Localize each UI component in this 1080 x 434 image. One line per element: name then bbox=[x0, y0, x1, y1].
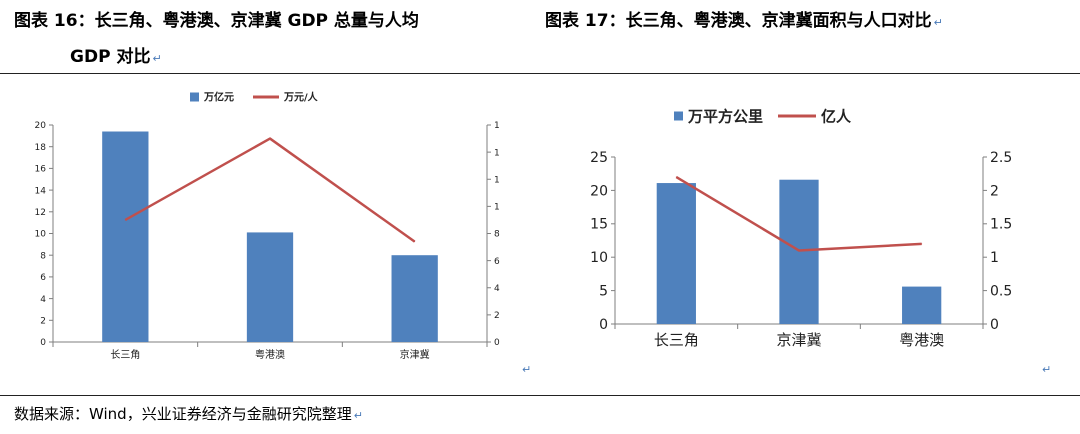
chart16-legend-line-label: 万元/人 bbox=[283, 91, 319, 104]
chart16-y-right-tick-label: 0 bbox=[494, 338, 500, 348]
chart16-title-line2: GDP 对比 ↵ bbox=[70, 45, 162, 71]
return-icon: ↵ bbox=[152, 52, 162, 65]
chart16-line-point bbox=[269, 138, 271, 140]
chart16-y-left-tick-label: 2 bbox=[40, 316, 46, 326]
chart16-y-right-tick-label: 10 bbox=[494, 203, 500, 213]
chart17-bar bbox=[656, 183, 696, 324]
title-divider bbox=[0, 73, 1080, 74]
chart16-y-left-tick-label: 8 bbox=[40, 251, 46, 261]
chart16-bar bbox=[246, 232, 294, 342]
chart17-y-right-tick-label: 2 bbox=[990, 183, 999, 199]
return-icon: ↵ bbox=[522, 363, 532, 376]
chart16-y-left-tick-label: 4 bbox=[40, 295, 46, 305]
chart17-line-point bbox=[921, 243, 923, 245]
chart17-plot: 万平方公里 亿人 0 5 10 15 20 25 0 0.5 1 1.5 2 2.5 长三角 京津冀 粤港澳 bbox=[590, 107, 1012, 349]
chart17-bar bbox=[902, 286, 942, 324]
chart16-legend-bar-swatch bbox=[190, 92, 199, 102]
chart17-y-left-tick-label: 5 bbox=[599, 284, 608, 300]
chart17-y-right-tick-label: 1 bbox=[990, 250, 999, 266]
chart16-line-point bbox=[124, 219, 126, 221]
chart17-y-right-tick-label: 2.5 bbox=[990, 150, 1012, 166]
chart17-title-text: 图表 17：长三角、粤港澳、京津冀面积与人口对比 bbox=[545, 11, 932, 31]
chart16-y-right-tick-label: 4 bbox=[494, 284, 500, 294]
chart16-x-tick-label: 京津冀 bbox=[400, 348, 430, 361]
chart16-title-text-2: GDP 对比 bbox=[70, 47, 151, 67]
chart17-title: 图表 17：长三角、粤港澳、京津冀面积与人口对比 ↵ bbox=[545, 9, 943, 35]
chart16-title-line1: 图表 16：长三角、粤港澳、京津冀 GDP 总量与人均 bbox=[14, 9, 419, 33]
chart17-y-left-tick-label: 15 bbox=[590, 217, 608, 233]
chart16-y-left-tick-label: 14 bbox=[35, 186, 47, 196]
chart16-bar bbox=[391, 255, 438, 342]
chart17-x-tick-label: 长三角 bbox=[654, 331, 699, 349]
chart16-y-left-tick-label: 16 bbox=[35, 165, 47, 175]
chart17-bar bbox=[779, 179, 819, 324]
chart16-y-right-tick-label: 12 bbox=[494, 175, 500, 185]
chart16-y-left-tick-label: 12 bbox=[35, 208, 46, 218]
chart17-legend-line-label: 亿人 bbox=[821, 107, 852, 125]
chart16-line-point bbox=[414, 241, 416, 243]
chart17-x-tick-label: 粤港澳 bbox=[899, 331, 944, 349]
return-icon: ↵ bbox=[353, 409, 363, 422]
chart16-y-left-tick-label: 10 bbox=[35, 230, 47, 240]
chart17-y-right-tick-label: 0 bbox=[990, 317, 999, 333]
chart16-x-tick-label: 长三角 bbox=[110, 349, 140, 361]
chart16-y-left-tick-label: 18 bbox=[35, 143, 47, 153]
chart17-y-right-tick-label: 1.5 bbox=[990, 217, 1012, 233]
chart17-y-left-tick-label: 20 bbox=[590, 183, 608, 199]
chart16-y-right-tick-label: 16 bbox=[494, 121, 500, 131]
chart17-y-left-tick-label: 10 bbox=[590, 250, 608, 266]
source-note: 数据来源：Wind，兴业证券经济与金融研究院整理 ↵ bbox=[14, 403, 363, 424]
chart17-y-left-tick-label: 25 bbox=[590, 150, 608, 166]
chart16-y-right-tick-label: 2 bbox=[494, 311, 500, 321]
chart16-line-series bbox=[124, 137, 416, 243]
chart17-x-tick-label: 京津冀 bbox=[776, 331, 821, 349]
chart17-y-left-tick-label: 0 bbox=[599, 317, 608, 333]
chart16-legend-bar-label: 万亿元 bbox=[203, 91, 234, 104]
chart17-legend-bar-swatch bbox=[674, 111, 683, 121]
chart17-line-point bbox=[675, 176, 677, 178]
chart16-y-left-tick-label: 0 bbox=[40, 338, 46, 348]
chart17-legend-bar-label: 万平方公里 bbox=[687, 107, 763, 125]
chart16-y-right-tick-label: 6 bbox=[494, 257, 500, 267]
chart16-plot: 万亿元 万元/人 0 2 4 6 8 10 12 14 16 18 20 0 2 4 6 8 10 12 14 16 长三角… bbox=[35, 91, 500, 361]
source-text: 数据来源：Wind，兴业证券经济与金融研究院整理 bbox=[14, 405, 352, 423]
chart17-y-right-tick-label: 0.5 bbox=[990, 284, 1012, 300]
return-icon: ↵ bbox=[933, 16, 943, 29]
chart16-y-left-tick-label: 6 bbox=[40, 273, 46, 283]
chart16-title-text: 图表 16：长三角、粤港澳、京津冀 GDP 总量与人均 bbox=[14, 11, 419, 31]
chart16-x-tick-label: 粤港澳 bbox=[255, 348, 285, 361]
chart16-y-left-tick-label: 20 bbox=[35, 121, 47, 131]
chart16-y-right-tick-label: 14 bbox=[494, 148, 500, 158]
source-divider bbox=[0, 395, 1080, 396]
return-icon: ↵ bbox=[1042, 363, 1052, 376]
chart16-y-right-tick-label: 8 bbox=[494, 230, 500, 240]
chart17-line-point bbox=[798, 250, 800, 252]
chart16-bar bbox=[102, 131, 149, 342]
